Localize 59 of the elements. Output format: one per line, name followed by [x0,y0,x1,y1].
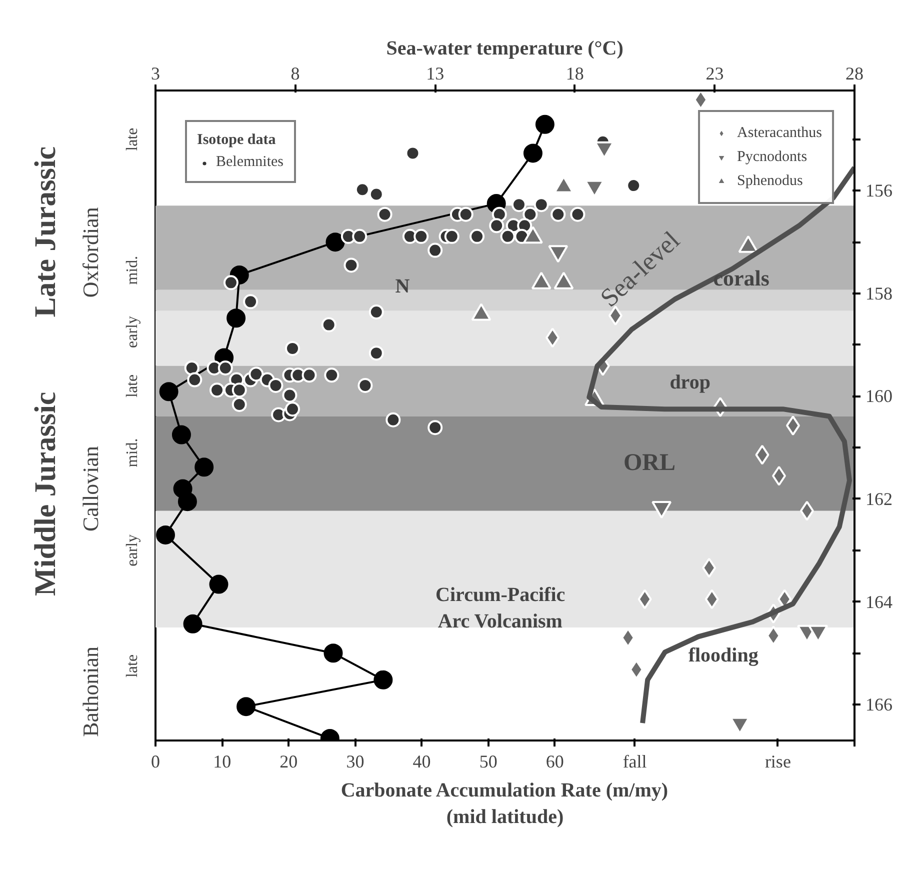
x-tick-label: fall [622,752,647,772]
text: mid. [124,438,141,468]
x2-tick-label: 23 [706,64,724,84]
x2-tick-label: 28 [846,64,864,84]
annotation: ORL [623,450,676,476]
point [209,574,228,594]
text: Late Jurassic [29,146,62,318]
x2-tick-label: 13 [426,64,444,84]
legend-title: Isotope data [197,132,277,149]
y-tick-label: 162 [866,489,892,509]
x-tick-label: 10 [213,752,232,772]
text: Middle Jurassic [29,392,62,596]
text: Callovian [78,446,103,532]
x-tick-label: 50 [479,752,498,772]
x-tick-label: 60 [546,752,564,772]
point [194,458,214,477]
text: Oxfordian [78,207,103,298]
point [326,232,345,252]
y-tick-label: 156 [866,180,892,201]
x-axis-title: Carbonate Accumulation Rate (m/my) (mid latitude) [340,780,668,828]
point [183,614,202,634]
text: early [124,316,141,348]
x-tick-label: rise [764,752,791,772]
legend-label: Belemnites [216,154,284,171]
x2-tick-label: 18 [566,64,584,84]
legend-label: Asteracanthus [737,124,822,142]
text: mid. [124,256,141,285]
x-tick-label: 40 [412,752,431,772]
text: Bathonian [78,646,103,737]
legend-label: Pycnodonts [737,148,808,166]
x-tick-label: 20 [280,752,298,772]
y-tick-label: 158 [866,283,892,304]
x2-axis-title: Sea-water temperature (°C) [386,38,624,60]
x2-tick-label: 3 [151,64,160,84]
annotation: drop [670,371,710,394]
point [172,425,191,444]
text: late [124,654,141,678]
legend-label: Sphenodus [737,172,803,190]
x-tick-label: 0 [151,752,160,772]
point [236,697,256,716]
text: early [124,534,141,566]
y-tick-label: 166 [866,694,892,715]
point [226,308,246,328]
text: late [124,128,141,151]
y-tick-label: 164 [866,592,892,612]
text: late [124,374,141,398]
point [374,670,393,690]
annotation: flooding [688,644,758,667]
point [535,114,554,134]
point [324,644,343,663]
annotation: N [395,275,410,298]
point [156,525,175,544]
point [178,492,197,512]
x2-tick-label: 8 [290,64,300,84]
x-tick-label: 30 [346,752,364,772]
y-tick-label: 160 [866,386,892,406]
annotation: Circum-Pacific Arc Volcanism [436,584,566,633]
point [523,144,542,163]
point [159,382,178,402]
